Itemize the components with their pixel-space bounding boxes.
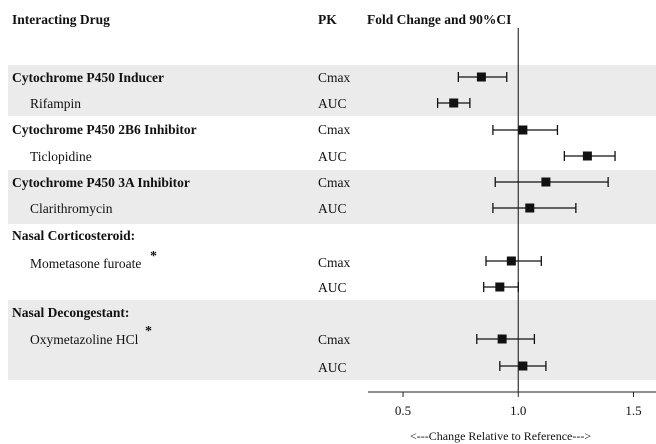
point-estimate xyxy=(525,203,535,213)
point-estimate xyxy=(541,177,551,187)
x-tick-label: 0.5 xyxy=(394,403,412,418)
point-estimate xyxy=(518,125,528,135)
drug-name-rifampin: Rifampin xyxy=(30,96,81,111)
pk-label: Cmax xyxy=(318,332,351,347)
drug-name-ticlopidine: Ticlopidine xyxy=(30,149,92,164)
point-estimate xyxy=(495,282,505,292)
point-estimate xyxy=(582,151,592,161)
x-tick-label: 1.0 xyxy=(510,403,527,418)
group-band-1 xyxy=(8,65,656,116)
pk-label: AUC xyxy=(318,360,347,375)
footnote-star-oxymetazoline: * xyxy=(145,324,152,339)
group-title-nasal-decongestant: Nasal Decongestant: xyxy=(12,305,130,320)
pk-label: Cmax xyxy=(318,122,351,137)
pk-label: AUC xyxy=(318,96,347,111)
group-title-p450-3a-inhibitor: Cytochrome P450 3A Inhibitor xyxy=(12,175,190,190)
pk-label: AUC xyxy=(318,280,347,295)
header-fold-change: Fold Change and 90%CI xyxy=(367,12,512,27)
point-estimate xyxy=(449,98,459,108)
header-interacting-drug: Interacting Drug xyxy=(12,12,110,27)
pk-label: Cmax xyxy=(318,70,351,85)
pk-label: Cmax xyxy=(318,255,351,270)
group-title-nasal-corticosteroid: Nasal Corticosteroid: xyxy=(12,228,136,243)
point-estimate xyxy=(476,72,486,82)
point-estimate xyxy=(497,334,507,344)
group-title-p450-2b6-inhibitor: Cytochrome P450 2B6 Inhibitor xyxy=(12,122,197,137)
pk-label: AUC xyxy=(318,149,347,164)
group-title-p450-inducer: Cytochrome P450 Inducer xyxy=(12,70,164,85)
header-pk: PK xyxy=(318,12,337,27)
drug-name-clarithromycin: Clarithromycin xyxy=(30,201,113,216)
footnote-star-mometasone: * xyxy=(150,249,157,264)
x-axis-label: <---Change Relative to Reference---> xyxy=(410,429,592,443)
point-estimate xyxy=(506,256,516,266)
drug-name-oxymetazoline: Oxymetazoline HCl xyxy=(30,332,139,347)
pk-label: AUC xyxy=(318,201,347,216)
point-estimate xyxy=(518,361,528,371)
x-tick-label: 1.5 xyxy=(625,403,642,418)
drug-name-mometasone: Mometasone furoate xyxy=(30,256,142,271)
group-band-5 xyxy=(8,300,656,380)
pk-label: Cmax xyxy=(318,175,351,190)
